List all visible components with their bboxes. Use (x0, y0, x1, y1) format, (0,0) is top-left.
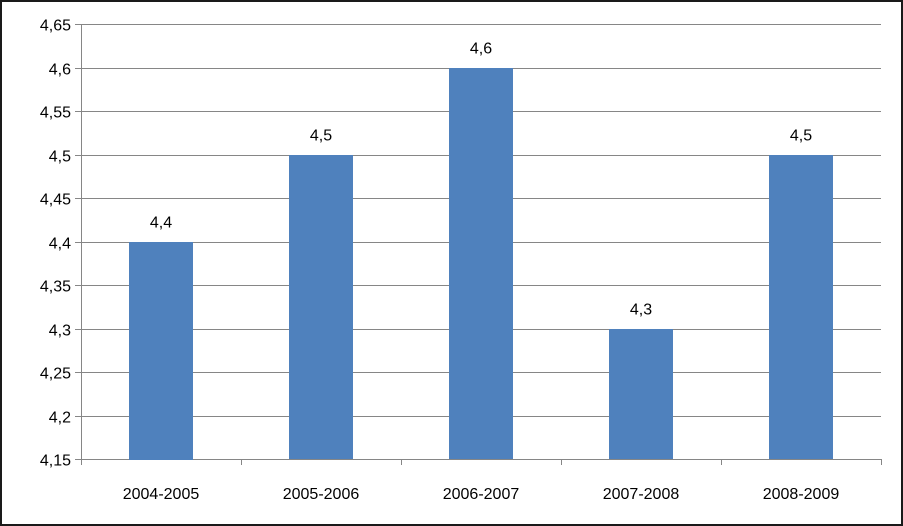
y-tick-label: 4,2 (49, 410, 71, 427)
x-tick-label: 2004-2005 (123, 486, 200, 503)
data-labels: 4,4 4,5 4,6 4,3 4,5 (150, 41, 812, 319)
x-tick-label: 2007-2008 (603, 486, 680, 503)
bars (129, 68, 833, 460)
y-tick-label: 4,65 (40, 18, 71, 35)
x-tick-label: 2006-2007 (443, 486, 520, 503)
y-tick-label: 4,55 (40, 105, 71, 122)
bar (449, 68, 513, 459)
data-label: 4,4 (150, 215, 172, 232)
y-tick-label: 4,5 (49, 149, 71, 166)
bar (289, 155, 353, 459)
axes (75, 24, 882, 465)
bar (769, 155, 833, 459)
y-tick-label: 4,4 (49, 236, 71, 253)
data-label: 4,6 (470, 41, 492, 58)
y-tick-label: 4,15 (40, 453, 71, 470)
y-tick-label: 4,45 (40, 192, 71, 209)
y-tick-label: 4,6 (49, 62, 71, 79)
data-label: 4,5 (790, 128, 812, 145)
data-label: 4,5 (310, 128, 332, 145)
y-tick-labels: 4,15 4,2 4,25 4,3 4,35 4,4 4,45 4,5 4,55 4,6 4,65 (40, 18, 71, 470)
x-tick-label: 2005-2006 (283, 486, 360, 503)
y-tick-label: 4,35 (40, 279, 71, 296)
bar (129, 242, 193, 460)
x-tick-labels: 2004-2005 2005-2006 2006-2007 2007-2008 2008… (123, 486, 840, 503)
y-tick-label: 4,3 (49, 323, 71, 340)
x-tick-label: 2008-2009 (763, 486, 840, 503)
y-tick-label: 4,25 (40, 366, 71, 383)
data-label: 4,3 (630, 302, 652, 319)
bar (609, 329, 673, 459)
